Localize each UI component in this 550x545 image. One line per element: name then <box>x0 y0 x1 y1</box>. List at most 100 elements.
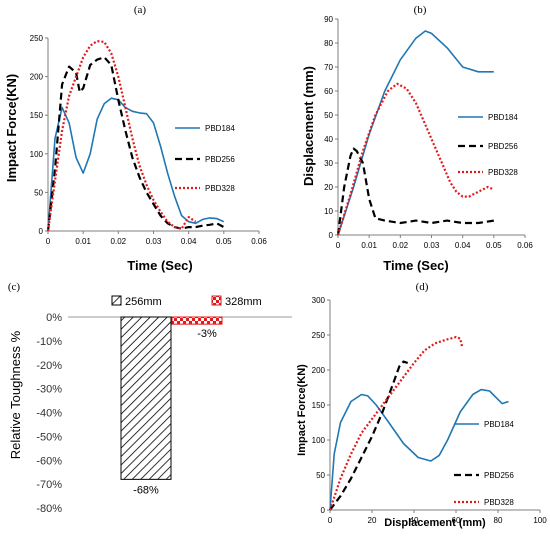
x-tick-label: 0.01 <box>361 241 377 250</box>
y-tick-label: 40 <box>324 135 333 144</box>
y-tick-label: 100 <box>30 150 44 159</box>
x-tick-label: 20 <box>368 516 377 525</box>
y-tick-label: 200 <box>30 73 44 82</box>
y-tick-label: 0 <box>321 506 326 515</box>
panel-d-y-title: Impact Force(KN) <box>296 364 308 456</box>
x-tick-label: 0.02 <box>393 241 409 250</box>
data-label-256mm: -68% <box>133 484 159 496</box>
panel-a-y-title: Impact Force(KN) <box>4 74 19 182</box>
panel-d-legend: PBD184 PBD256 PBD328 <box>454 420 514 507</box>
y-tick-label: 10 <box>324 207 333 216</box>
x-tick-label: 60 <box>452 516 461 525</box>
legend-label-pbd184: PBD184 <box>205 124 235 133</box>
x-tick-label: 40 <box>410 516 419 525</box>
x-tick-label: 0 <box>328 516 333 525</box>
legend-label-pbd328: PBD328 <box>205 184 235 193</box>
x-tick-label: 100 <box>533 516 547 525</box>
y-tick-label: 90 <box>324 15 333 24</box>
panel-c-y-title: Relative Toughness % <box>8 330 23 459</box>
x-tick-label: 0.02 <box>111 237 127 246</box>
y-tick-label: 150 <box>312 401 326 410</box>
panel-b-label: (b) <box>414 4 427 16</box>
x-tick-label: 80 <box>494 516 503 525</box>
panel-a-plot <box>46 38 259 232</box>
legend-label-pbd328: PBD328 <box>488 168 518 177</box>
y-tick-label: 250 <box>312 331 326 340</box>
y-tick-label: -20% <box>36 360 62 372</box>
panel-d: (d) 0 50 100 150 200 250 300 0 20 40 60 80 100 Disp… <box>296 281 547 529</box>
bar-328mm <box>171 316 223 325</box>
x-tick-label: 0.05 <box>486 241 502 250</box>
y-tick-label: 300 <box>312 296 326 305</box>
series-line-pbd328 <box>336 82 495 236</box>
legend-label-328mm: 328mm <box>225 296 262 308</box>
series-line-pbd184 <box>329 388 509 511</box>
panel-a: (a) 0 50 100 150 200 250 0 0.01 0.02 0.03 0.04 0.0… <box>4 4 267 273</box>
legend-swatch-328mm <box>211 295 222 306</box>
panel-b-y-title: Displacement (mm) <box>301 66 316 186</box>
x-tick-label: 0.03 <box>146 237 162 246</box>
x-tick-label: 0 <box>46 237 51 246</box>
y-tick-label: 70 <box>324 63 333 72</box>
y-tick-label: -80% <box>36 503 62 515</box>
y-tick-label: 200 <box>312 366 326 375</box>
legend-label-pbd256: PBD256 <box>488 142 518 151</box>
x-tick-label: 0 <box>336 241 341 250</box>
series-line-pbd184 <box>337 30 494 236</box>
panel-a-x-ticks: 0 0.01 0.02 0.03 0.04 0.05 0.06 <box>46 231 267 246</box>
y-tick-label: 150 <box>30 111 44 120</box>
panel-d-x-ticks: 0 20 40 60 80 100 <box>328 510 547 525</box>
legend-label-pbd184: PBD184 <box>484 420 514 429</box>
panel-d-y-ticks: 0 50 100 150 200 250 300 <box>312 296 330 515</box>
y-tick-label: 80 <box>324 39 333 48</box>
y-tick-label: 0 <box>39 227 44 236</box>
x-tick-label: 0.01 <box>75 237 91 246</box>
panel-a-x-title: Time (Sec) <box>127 258 193 273</box>
y-tick-label: -10% <box>36 336 62 348</box>
panel-b-plot <box>336 19 525 236</box>
panel-c-y-ticks: 0% -10% -20% -30% -40% -50% -60% -70% -80% <box>36 312 62 515</box>
panel-c-label: (c) <box>8 281 21 293</box>
panel-b-y-ticks: 0 10 20 30 40 50 60 70 80 90 <box>324 15 338 240</box>
panel-b-x-title: Time (Sec) <box>383 258 449 273</box>
panel-d-label: (d) <box>416 281 429 293</box>
y-tick-label: -40% <box>36 408 62 420</box>
bar-256mm <box>120 316 172 480</box>
series-line-pbd256 <box>46 56 225 232</box>
y-tick-label: -30% <box>36 384 62 396</box>
panel-c: (c) 0% -10% -20% -30% -40% -50% -60% -70% -80% -… <box>8 281 292 515</box>
x-tick-label: 0.04 <box>455 241 471 250</box>
y-tick-label: 20 <box>324 183 333 192</box>
y-tick-label: 100 <box>312 436 326 445</box>
y-tick-label: -70% <box>36 479 62 491</box>
x-tick-label: 0.03 <box>424 241 440 250</box>
series-line-pbd256 <box>329 360 409 511</box>
y-tick-label: -50% <box>36 431 62 443</box>
series-line-pbd328 <box>328 336 464 511</box>
x-tick-label: 0.06 <box>517 241 533 250</box>
legend-label-pbd256: PBD256 <box>205 155 235 164</box>
panel-a-legend: PBD184 PBD256 PBD328 <box>175 124 235 193</box>
panel-a-label: (a) <box>134 4 147 16</box>
legend-label-pbd256: PBD256 <box>484 471 514 480</box>
legend-label-pbd328: PBD328 <box>484 498 514 507</box>
y-tick-label: 50 <box>324 111 333 120</box>
x-tick-label: 0.06 <box>251 237 267 246</box>
series-line-pbd184 <box>47 97 225 232</box>
y-tick-label: -60% <box>36 455 62 467</box>
x-tick-label: 0.05 <box>216 237 232 246</box>
legend-label-pbd184: PBD184 <box>488 113 518 122</box>
legend-label-256mm: 256mm <box>125 296 162 308</box>
y-tick-label: 60 <box>324 87 333 96</box>
data-label-328mm: -3% <box>197 328 217 340</box>
panel-b: (b) 0 10 20 30 40 50 60 70 80 90 0 0.01 0.02 0.03 0.0… <box>301 4 533 273</box>
panel-b-x-ticks: 0 0.01 0.02 0.03 0.04 0.05 0.06 <box>336 235 533 250</box>
y-tick-label: 50 <box>316 471 325 480</box>
legend-swatch-256mm <box>111 295 122 306</box>
y-tick-label: 50 <box>34 188 43 197</box>
panel-b-legend: PBD184 PBD256 PBD328 <box>458 113 518 177</box>
y-tick-label: 250 <box>30 34 44 43</box>
y-tick-label: 0 <box>329 231 334 240</box>
x-tick-label: 0.04 <box>181 237 197 246</box>
